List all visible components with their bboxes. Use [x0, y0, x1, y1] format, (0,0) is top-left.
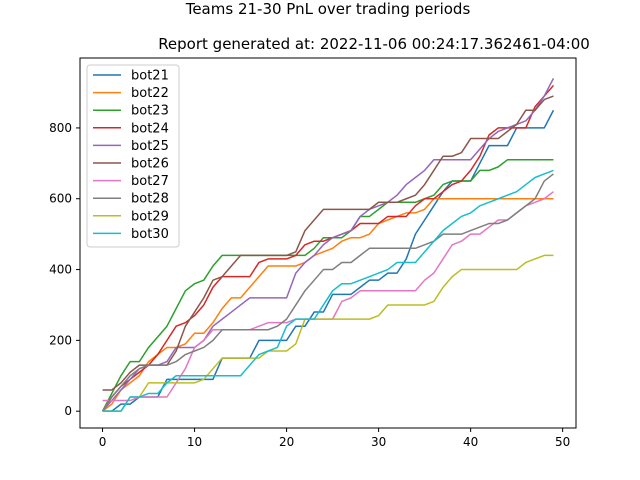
- chart-title: Report generated at: 2022-11-06 00:24:17…: [158, 35, 590, 53]
- legend-label-bot24: bot24: [131, 121, 169, 136]
- x-tick-label: 50: [555, 435, 570, 449]
- x-tick-label: 20: [279, 435, 294, 449]
- y-tick-label: 400: [49, 263, 72, 277]
- legend-label-bot22: bot22: [131, 86, 169, 101]
- series-line-bot24: [101, 84, 555, 412]
- x-tick-label: 0: [99, 435, 107, 449]
- y-tick-label: 600: [49, 192, 72, 206]
- series-line-bot30: [102, 169, 554, 412]
- x-tick-label: 30: [371, 435, 386, 449]
- y-tick-label: 0: [64, 404, 72, 418]
- series-line-bot26: [102, 95, 554, 391]
- x-tick-label: 40: [463, 435, 478, 449]
- series-line-bot28: [101, 173, 554, 412]
- chart-suptitle: Teams 21-30 PnL over trading periods: [185, 0, 471, 18]
- plot-area: [79, 57, 577, 429]
- legend-label-bot25: bot25: [131, 139, 169, 154]
- axes-frame: [79, 57, 577, 429]
- legend-label-bot28: bot28: [131, 192, 169, 207]
- legend-label-bot29: bot29: [131, 209, 169, 224]
- axis-ticks: 0 10 20 30 40 50 0 200 400 600 800: [49, 121, 570, 449]
- legend: bot21 bot22 bot23 bot24 bot25 bot26 bot27 bot28…: [86, 64, 180, 248]
- legend-label-bot27: bot27: [131, 174, 169, 189]
- series-line-bot29: [102, 254, 554, 412]
- legend-label-bot30: bot30: [131, 227, 169, 242]
- y-tick-label: 800: [49, 121, 72, 135]
- legend-label-bot23: bot23: [131, 104, 169, 119]
- x-tick-label: 10: [187, 435, 202, 449]
- legend-label-bot21: bot21: [131, 69, 169, 84]
- y-tick-label: 200: [49, 333, 72, 347]
- series-line-bot23: [101, 159, 554, 412]
- legend-label-bot26: bot26: [131, 157, 169, 172]
